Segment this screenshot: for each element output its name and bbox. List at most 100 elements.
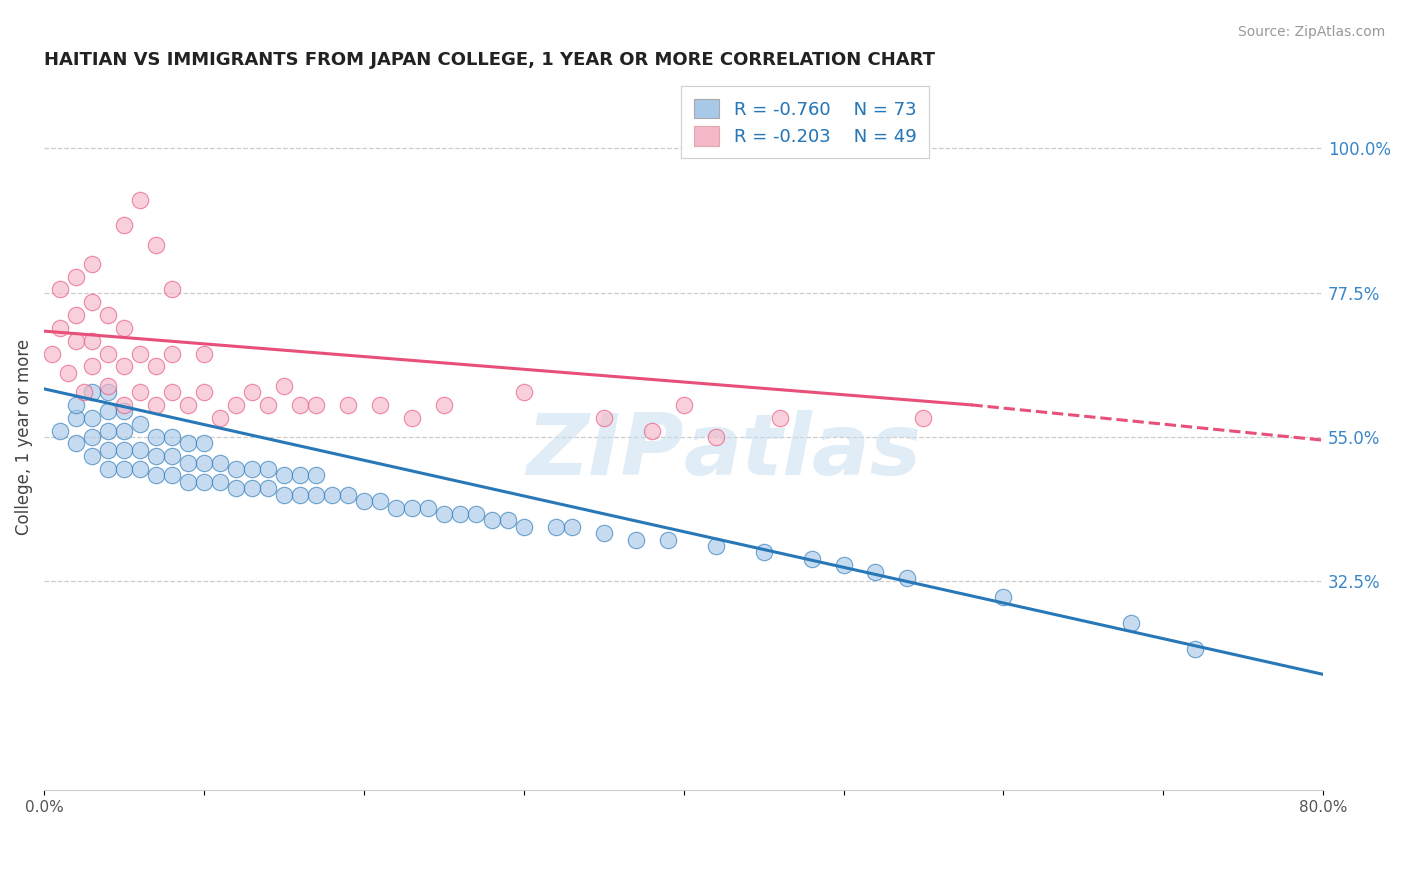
Point <box>592 410 614 425</box>
Point <box>73 385 96 400</box>
Point <box>129 193 152 207</box>
Point <box>704 430 727 444</box>
Point <box>145 398 167 412</box>
Point <box>273 378 295 392</box>
Point <box>112 424 135 438</box>
Point <box>112 404 135 418</box>
Point <box>65 334 87 348</box>
Point <box>752 545 775 559</box>
Point <box>193 475 215 489</box>
Point <box>193 436 215 450</box>
Point <box>257 398 280 412</box>
Point <box>401 500 423 515</box>
Point <box>240 385 263 400</box>
Point <box>896 571 918 585</box>
Point <box>257 481 280 495</box>
Point <box>321 488 343 502</box>
Point <box>65 269 87 284</box>
Point <box>305 398 328 412</box>
Text: atlas: atlas <box>683 409 922 492</box>
Point <box>832 558 855 573</box>
Point <box>80 359 103 374</box>
Point <box>464 507 486 521</box>
Point <box>401 410 423 425</box>
Point <box>640 424 662 438</box>
Point <box>288 468 311 483</box>
Point <box>145 237 167 252</box>
Point <box>65 398 87 412</box>
Point <box>513 520 536 534</box>
Point <box>305 488 328 502</box>
Point <box>592 526 614 541</box>
Point <box>672 398 695 412</box>
Point <box>177 456 200 470</box>
Point <box>97 308 120 322</box>
Point <box>80 430 103 444</box>
Point <box>368 494 391 508</box>
Point <box>65 436 87 450</box>
Point <box>56 366 79 380</box>
Point <box>416 500 439 515</box>
Point <box>225 481 247 495</box>
Point <box>65 410 87 425</box>
Point <box>912 410 935 425</box>
Point <box>353 494 375 508</box>
Point <box>129 346 152 360</box>
Point <box>129 417 152 432</box>
Point <box>177 436 200 450</box>
Point <box>208 475 231 489</box>
Point <box>177 398 200 412</box>
Point <box>177 475 200 489</box>
Point <box>208 410 231 425</box>
Point <box>160 385 183 400</box>
Point <box>257 462 280 476</box>
Point <box>208 456 231 470</box>
Point <box>145 430 167 444</box>
Point <box>145 359 167 374</box>
Point <box>97 385 120 400</box>
Point <box>305 468 328 483</box>
Point <box>65 308 87 322</box>
Point <box>496 513 519 527</box>
Point <box>97 378 120 392</box>
Point <box>49 282 72 296</box>
Point <box>624 533 647 547</box>
Point <box>288 398 311 412</box>
Point <box>288 488 311 502</box>
Point <box>160 468 183 483</box>
Text: ZIP: ZIP <box>526 409 683 492</box>
Point <box>97 442 120 457</box>
Point <box>112 321 135 335</box>
Point <box>97 404 120 418</box>
Point <box>993 591 1015 605</box>
Point <box>41 346 63 360</box>
Point <box>800 552 823 566</box>
Point <box>160 430 183 444</box>
Y-axis label: College, 1 year or more: College, 1 year or more <box>15 339 32 535</box>
Point <box>193 456 215 470</box>
Point <box>193 385 215 400</box>
Point <box>80 295 103 310</box>
Point <box>97 462 120 476</box>
Point <box>368 398 391 412</box>
Point <box>481 513 503 527</box>
Point <box>1121 615 1143 630</box>
Point <box>1184 641 1206 656</box>
Point <box>145 468 167 483</box>
Point <box>433 507 456 521</box>
Point <box>49 424 72 438</box>
Point <box>225 462 247 476</box>
Legend: R = -0.760    N = 73, R = -0.203    N = 49: R = -0.760 N = 73, R = -0.203 N = 49 <box>682 87 929 159</box>
Point <box>561 520 583 534</box>
Point <box>385 500 408 515</box>
Point <box>112 442 135 457</box>
Point <box>80 449 103 463</box>
Point <box>49 321 72 335</box>
Point <box>80 410 103 425</box>
Point <box>112 398 135 412</box>
Point <box>513 385 536 400</box>
Point <box>112 359 135 374</box>
Point <box>97 346 120 360</box>
Point <box>129 462 152 476</box>
Point <box>145 449 167 463</box>
